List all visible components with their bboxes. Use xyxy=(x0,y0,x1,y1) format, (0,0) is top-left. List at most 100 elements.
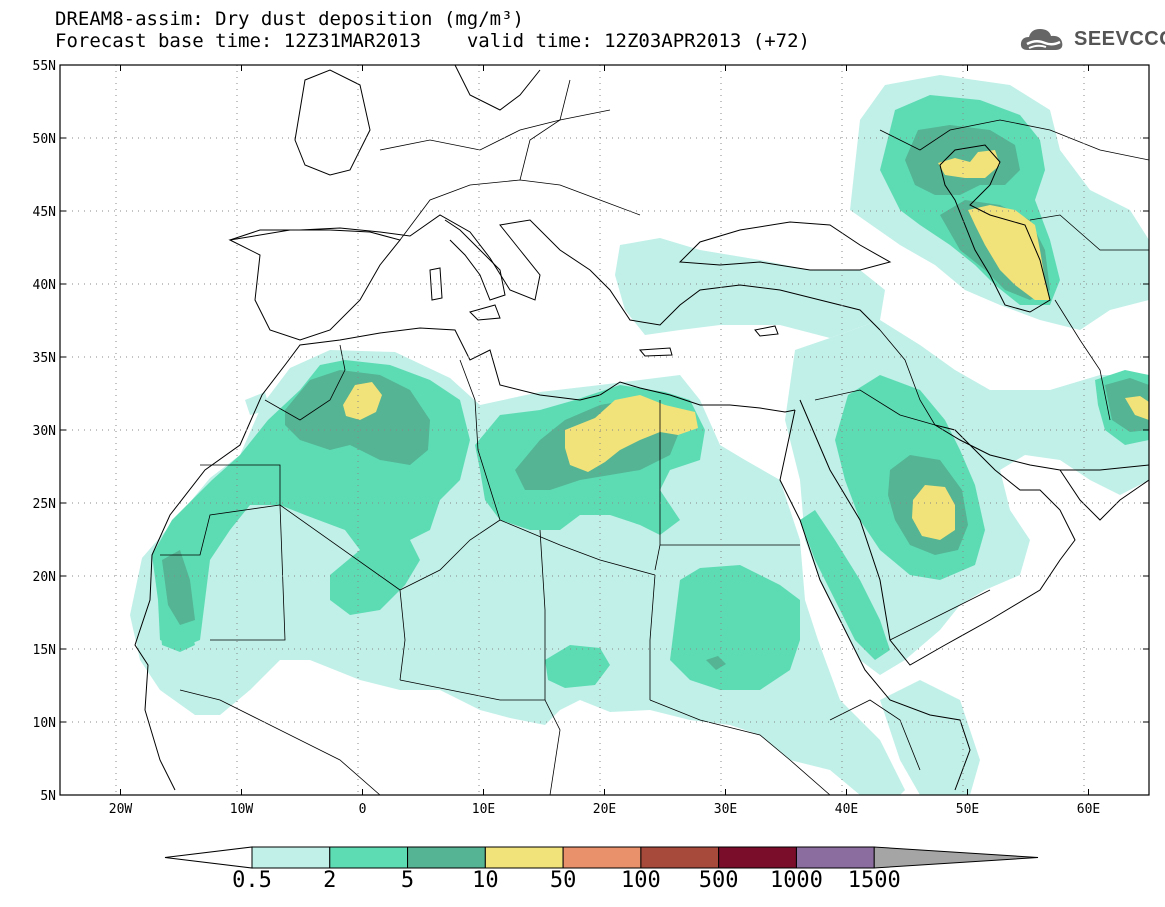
border-mali-niger xyxy=(399,589,406,681)
colorbar-label: 50 xyxy=(549,868,577,893)
lon-label-50E: 50E xyxy=(956,802,979,817)
colorbar-label: 1000 xyxy=(769,868,823,893)
colorbar-swatch xyxy=(329,846,409,869)
lon-label-20E: 20E xyxy=(593,802,616,817)
lat-label-20N: 20N xyxy=(33,570,56,585)
border-iraq-iran xyxy=(879,329,936,426)
map-title: DREAM8-assim: Dry dust deposition (mg/m³… xyxy=(55,8,524,30)
colorbar-label: 10 xyxy=(472,868,499,893)
iran-yellow xyxy=(1125,396,1149,420)
arabia-coast xyxy=(799,399,1076,666)
algeria-yellow xyxy=(343,382,382,420)
colorbar-swatch xyxy=(640,846,720,869)
europe-coast xyxy=(229,214,881,331)
lon-label-60E: 60E xyxy=(1077,802,1100,817)
lat-label-50N: 50N xyxy=(33,132,56,147)
arabia-yellow xyxy=(912,485,955,540)
gulf-iran-coast xyxy=(934,424,1149,471)
title-block: DREAM8-assim: Dry dust deposition (mg/m³… xyxy=(55,8,810,52)
colorbar-label: 100 xyxy=(621,868,661,893)
lat-label-40N: 40N xyxy=(33,278,56,293)
colorbar-label: 1500 xyxy=(847,868,901,893)
colorbar-label: 2 xyxy=(323,868,337,893)
libya-yellow xyxy=(565,395,698,472)
border-europe-1 xyxy=(399,179,641,241)
border-libya-chad xyxy=(499,519,656,576)
colorbar xyxy=(164,846,1039,869)
border-nigeria xyxy=(399,679,561,795)
map-subtitle: Forecast base time: 12Z31MAR2013 valid t… xyxy=(55,30,810,52)
colorbar-swatch xyxy=(795,846,875,869)
border-kaz-turkmen xyxy=(1029,214,1149,251)
lon-label-30E: 30E xyxy=(714,802,737,817)
crete xyxy=(638,347,673,357)
cloud-icon xyxy=(1020,29,1063,50)
colorbar-label: 500 xyxy=(698,868,739,893)
scandinavia-coast xyxy=(454,65,541,111)
lat-label-35N: 35N xyxy=(33,351,56,366)
cyprus xyxy=(754,325,779,337)
level-10-areas xyxy=(343,150,1149,540)
axis-ticks xyxy=(60,64,1149,796)
border-saudi-yemen xyxy=(889,589,991,641)
lon-label-20W: 20W xyxy=(109,802,133,817)
valid-time: valid time: 12Z03APR2013 (+72) xyxy=(466,30,810,52)
red-sea-west-coast xyxy=(779,409,971,791)
colorbar-over-arrow xyxy=(873,846,1039,869)
colorbar-swatch xyxy=(718,846,797,869)
colorbar-under-arrow xyxy=(164,846,253,869)
sudan-mid xyxy=(670,565,800,690)
dust-contours xyxy=(60,65,1149,795)
colorbar-swatch xyxy=(484,846,564,869)
west-coast-mid xyxy=(160,615,195,652)
longitude-labels: 20W 10W 0 10E 20E 30E 40E 50E 60E xyxy=(109,802,1100,817)
lat-label-30N: 30N xyxy=(33,424,56,439)
red-sea-mid xyxy=(800,510,890,660)
latitude-labels: 55N 50N 45N 40N 35N 30N 25N 20N 15N 10N 5N xyxy=(33,59,56,804)
black-sea-coast xyxy=(678,221,892,271)
border-sudan-south xyxy=(649,699,831,795)
border-saudi-iraq xyxy=(814,389,936,426)
lon-label-10E: 10E xyxy=(472,802,495,817)
lat-label-10N: 10N xyxy=(33,716,56,731)
seevccc-logo: SEEVCCC xyxy=(1018,24,1165,54)
chad-mid xyxy=(545,645,610,688)
lon-label-0: 0 xyxy=(359,802,367,817)
colorbar-swatch xyxy=(407,846,486,869)
border-iran-afghan xyxy=(1054,299,1111,421)
coastlines xyxy=(134,65,1149,791)
border-europe-2 xyxy=(379,109,611,151)
colorbar-label: 5 xyxy=(400,868,415,893)
colorbar-swatch xyxy=(562,846,642,869)
persian-gulf-east xyxy=(1059,469,1149,521)
caspian-yellow-north xyxy=(938,150,1000,178)
lat-label-25N: 25N xyxy=(33,497,56,512)
country-borders xyxy=(160,79,1149,795)
border-europe-3 xyxy=(519,79,571,181)
sicily xyxy=(469,304,501,321)
britain-coast xyxy=(294,69,371,176)
mauritania-dark xyxy=(162,550,195,625)
lon-label-10W: 10W xyxy=(230,802,254,817)
turkey-light xyxy=(615,238,885,338)
border-niger-chad xyxy=(539,529,546,700)
lat-label-55N: 55N xyxy=(33,59,56,74)
iran-dark xyxy=(1105,378,1149,432)
africa-coast xyxy=(134,327,796,791)
lon-label-40E: 40E xyxy=(835,802,858,817)
caspian-yellow-mid xyxy=(968,205,1050,300)
border-morocco-algeria xyxy=(264,344,346,421)
border-algeria-libya xyxy=(459,359,501,521)
colorbar-swatch xyxy=(251,846,331,869)
colorbar-label: 0.5 xyxy=(232,868,272,893)
sardinia xyxy=(429,267,443,301)
lat-label-15N: 15N xyxy=(33,643,56,658)
border-algeria-mali xyxy=(279,504,501,591)
border-chad-sudan xyxy=(649,574,656,700)
logo-text: SEEVCCC xyxy=(1074,27,1165,50)
border-russia-kaz xyxy=(879,119,1149,161)
iberia-coast xyxy=(228,229,401,341)
east-africa-light xyxy=(880,680,980,795)
lat-label-5N: 5N xyxy=(40,789,56,804)
